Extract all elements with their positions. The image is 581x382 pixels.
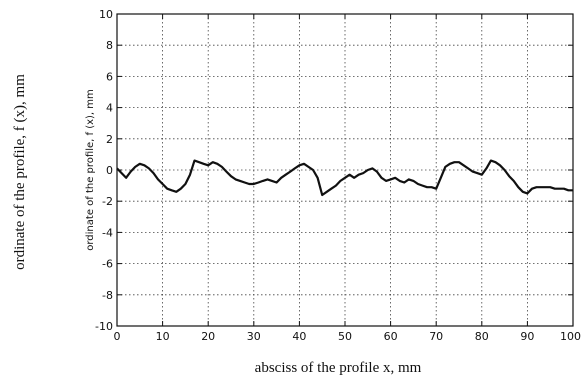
- x-tick-label: 100: [560, 330, 581, 343]
- outer-y-axis-label: ordinate of the profile, f (x), mm: [12, 74, 28, 270]
- y-tick-label: -2: [102, 195, 113, 208]
- x-tick-label: 40: [292, 330, 306, 343]
- y-tick-label: -4: [102, 226, 113, 239]
- x-tick-label: 70: [429, 330, 443, 343]
- x-tick-label: 50: [338, 330, 352, 343]
- profile-series-line: [116, 159, 573, 197]
- x-tick-label: 10: [156, 330, 170, 343]
- x-tick-label: 20: [201, 330, 215, 343]
- x-tick-label: 30: [247, 330, 261, 343]
- series: [116, 159, 573, 197]
- outer-x-axis-label: absciss of the profile x, mm: [255, 360, 422, 376]
- y-tick-labels: 10 8 6 4 2 0 -2 -4 -6 -8 -10: [95, 8, 113, 333]
- y-tick-label: -10: [95, 320, 113, 333]
- x-tick-label: 0: [114, 330, 121, 343]
- x-tick-label: 80: [475, 330, 489, 343]
- y-tick-label: 10: [99, 8, 113, 21]
- y-tick-label: 0: [106, 164, 113, 177]
- y-tick-label: 6: [106, 70, 113, 83]
- axis-ticks: [116, 13, 574, 327]
- inner-y-axis-label: ordinate of the profile, f (x), mm: [85, 89, 96, 251]
- grid: [117, 14, 573, 326]
- y-tick-label: 8: [106, 39, 113, 52]
- x-tick-label: 90: [520, 330, 534, 343]
- y-tick-label: -8: [102, 289, 113, 302]
- y-tick-label: -6: [102, 258, 113, 271]
- y-tick-label: 2: [106, 133, 113, 146]
- x-tick-label: 60: [384, 330, 398, 343]
- x-tick-labels: 0 10 20 30 40 50 60 70 80 90 100: [114, 330, 581, 343]
- y-tick-label: 4: [106, 102, 113, 115]
